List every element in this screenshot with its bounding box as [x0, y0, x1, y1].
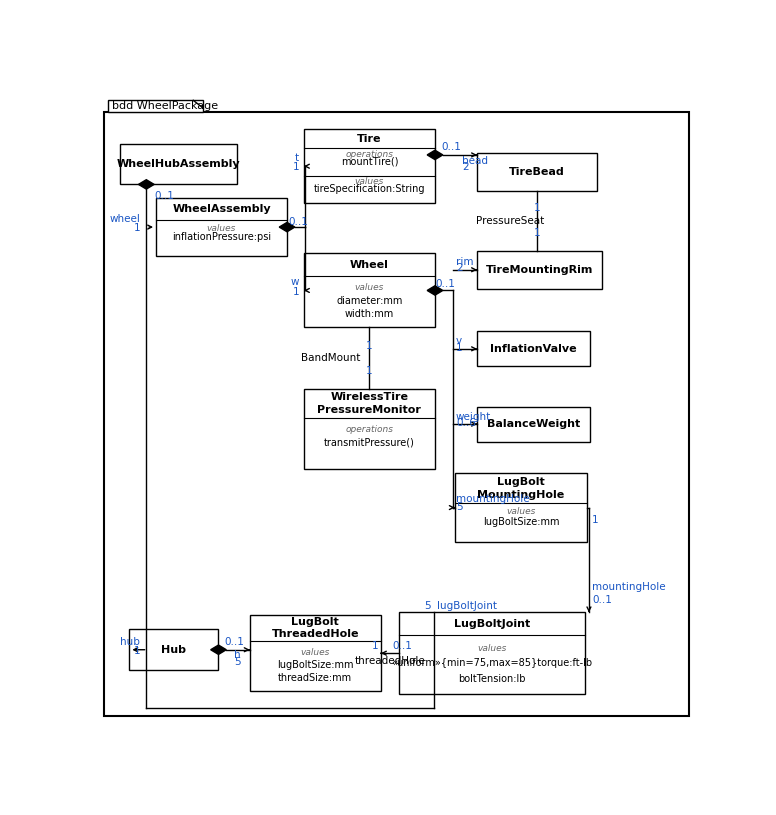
Text: 1: 1 [133, 646, 140, 656]
Text: PressureSeat: PressureSeat [476, 216, 544, 226]
Text: 1: 1 [366, 341, 372, 350]
Text: 5: 5 [424, 601, 431, 611]
Text: values: values [355, 178, 384, 187]
Text: 1: 1 [456, 343, 462, 353]
Text: 5: 5 [234, 657, 241, 667]
Text: LugBolt
ThreadedHole: LugBolt ThreadedHole [272, 616, 359, 639]
Text: BalanceWeight: BalanceWeight [487, 419, 580, 430]
Bar [304, 253, 435, 328]
Text: BandMount: BandMount [300, 353, 360, 363]
Text: 0..1: 0..1 [441, 142, 461, 152]
Text: 1: 1 [534, 203, 541, 214]
Text: 0..6: 0..6 [456, 418, 476, 429]
Text: LugBolt
MountingHole: LugBolt MountingHole [477, 477, 565, 500]
Bar [477, 331, 591, 367]
Bar [130, 629, 219, 670]
Text: lugBoltJoint: lugBoltJoint [437, 601, 497, 611]
Text: values: values [506, 508, 535, 517]
Text: TireMountingRim: TireMountingRim [486, 265, 594, 275]
Bar [399, 612, 585, 694]
Text: 0..1: 0..1 [224, 637, 244, 646]
Text: mountingHole: mountingHole [456, 495, 530, 504]
Text: mountingHole: mountingHole [592, 582, 666, 593]
Polygon shape [279, 222, 295, 231]
Text: wheel: wheel [109, 214, 140, 224]
Text: 1: 1 [293, 162, 299, 173]
Text: lugBoltSize:mm: lugBoltSize:mm [277, 660, 354, 670]
Text: TireBead: TireBead [509, 167, 565, 177]
Bar [250, 615, 381, 691]
Text: transmitPressure(): transmitPressure() [324, 438, 415, 447]
Text: Hub: Hub [161, 645, 186, 654]
Text: 0..1: 0..1 [392, 641, 412, 650]
Text: 5: 5 [456, 502, 462, 512]
Polygon shape [427, 286, 443, 295]
Bar [477, 153, 598, 191]
Text: w: w [290, 277, 299, 288]
Text: 1: 1 [133, 223, 140, 233]
Text: WirelessTire
PressureMonitor: WirelessTire PressureMonitor [317, 392, 421, 415]
Text: 1: 1 [366, 366, 372, 376]
Text: diameter:mm: diameter:mm [336, 296, 403, 306]
Text: WheelAssembly: WheelAssembly [172, 205, 271, 214]
Text: operations: operations [345, 425, 393, 434]
Text: 0..1: 0..1 [592, 595, 611, 605]
Text: tireSpecification:String: tireSpecification:String [314, 184, 425, 194]
Text: WheelHubAssembly: WheelHubAssembly [116, 159, 241, 169]
Bar [477, 407, 591, 442]
Text: Wheel: Wheel [350, 259, 389, 270]
Text: 2: 2 [462, 162, 469, 173]
Bar [156, 198, 287, 256]
Text: values: values [300, 648, 330, 657]
Polygon shape [210, 645, 227, 654]
Text: weight: weight [456, 412, 491, 421]
Text: inflationPressure:psi: inflationPressure:psi [172, 232, 271, 242]
Text: hub: hub [120, 637, 140, 646]
Text: h: h [234, 650, 241, 660]
Text: rim: rim [456, 257, 473, 267]
Text: values: values [206, 223, 236, 232]
Bar [477, 251, 602, 289]
Text: 1: 1 [592, 515, 598, 525]
Text: width:mm: width:mm [345, 309, 394, 319]
Bar [304, 389, 435, 469]
Text: operations: operations [345, 150, 393, 159]
Text: 1: 1 [372, 641, 378, 650]
Bar [304, 129, 435, 203]
Text: t: t [295, 153, 299, 163]
Text: 1: 1 [293, 287, 299, 297]
Text: values: values [355, 283, 384, 292]
Text: LugBoltJoint: LugBoltJoint [454, 619, 530, 629]
Text: 0..1: 0..1 [288, 217, 308, 227]
Bar [108, 100, 203, 112]
Text: mountTire(): mountTire() [341, 156, 398, 166]
Text: 0..1: 0..1 [436, 280, 456, 289]
Text: boltTension:lb: boltTension:lb [459, 674, 526, 684]
Text: values: values [477, 644, 507, 653]
Text: 2: 2 [456, 263, 462, 274]
Text: 1: 1 [534, 228, 541, 238]
Bar [455, 473, 587, 542]
Text: InflationValve: InflationValve [490, 344, 577, 354]
Text: bead: bead [462, 156, 488, 166]
Bar [120, 143, 237, 184]
Text: bdd WheelPackage: bdd WheelPackage [112, 101, 218, 112]
Polygon shape [427, 150, 443, 160]
Text: threadSize:mm: threadSize:mm [279, 673, 352, 683]
Text: «uniform»{min=75,max=85}torque:ft-lb: «uniform»{min=75,max=85}torque:ft-lb [392, 659, 593, 668]
Polygon shape [138, 179, 154, 189]
Text: 0..1: 0..1 [154, 191, 175, 200]
Text: Tire: Tire [357, 134, 382, 143]
Text: lugBoltSize:mm: lugBoltSize:mm [483, 517, 559, 527]
Text: threadedHole: threadedHole [355, 656, 425, 666]
Text: v: v [456, 337, 462, 346]
